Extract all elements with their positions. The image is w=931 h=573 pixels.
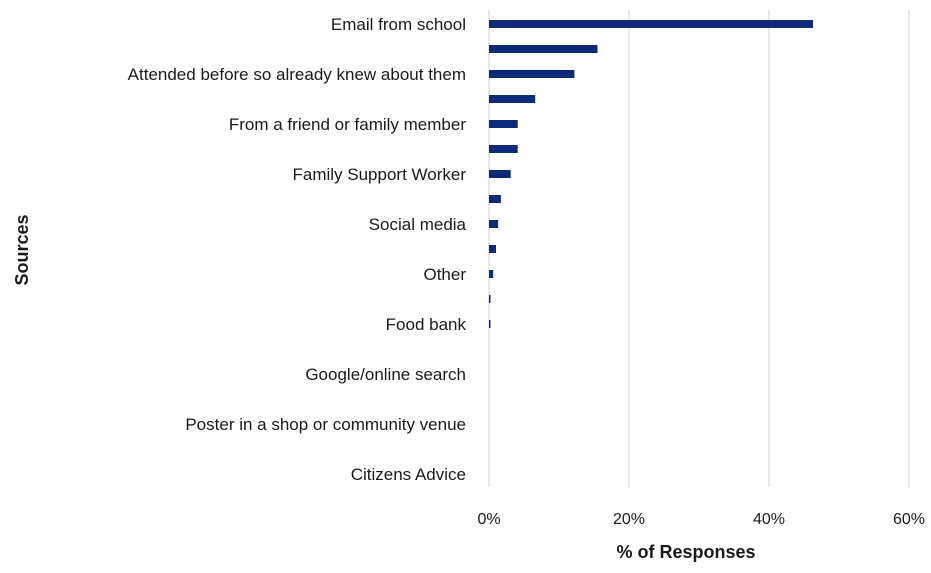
bar bbox=[489, 20, 814, 28]
category-label: Social media bbox=[369, 215, 467, 234]
category-label: Family Support Worker bbox=[292, 165, 466, 184]
y-axis-title: Sources bbox=[12, 214, 32, 285]
category-label: Email from school bbox=[331, 15, 466, 34]
bar bbox=[489, 170, 511, 178]
bar bbox=[489, 70, 575, 78]
bar bbox=[489, 270, 494, 278]
bar bbox=[489, 45, 598, 53]
category-label: Attended before so already knew about th… bbox=[128, 65, 466, 84]
bars bbox=[489, 20, 814, 328]
x-tick-label: 0% bbox=[477, 511, 500, 528]
x-tick-label: 40% bbox=[753, 511, 785, 528]
bar bbox=[489, 245, 496, 253]
bar bbox=[489, 220, 499, 228]
category-label: Citizens Advice bbox=[351, 465, 466, 484]
bar bbox=[489, 320, 491, 328]
category-labels: Email from school Attended before so alre… bbox=[128, 15, 467, 484]
gridlines bbox=[488, 10, 910, 487]
bar bbox=[489, 145, 518, 153]
category-label: From a friend or family member bbox=[229, 115, 466, 134]
bar bbox=[489, 295, 491, 303]
x-tick-labels: 0% 20% 40% 60% bbox=[477, 511, 925, 528]
bar bbox=[489, 120, 518, 128]
bar bbox=[489, 195, 501, 203]
category-label: Other bbox=[423, 265, 466, 284]
x-tick-label: 20% bbox=[613, 511, 645, 528]
category-label: Food bank bbox=[386, 315, 467, 334]
x-tick-label: 60% bbox=[893, 511, 925, 528]
category-label: Google/online search bbox=[305, 365, 466, 384]
x-axis-title: % of Responses bbox=[616, 542, 755, 562]
bar bbox=[489, 95, 536, 103]
category-label: Poster in a shop or community venue bbox=[185, 415, 466, 434]
